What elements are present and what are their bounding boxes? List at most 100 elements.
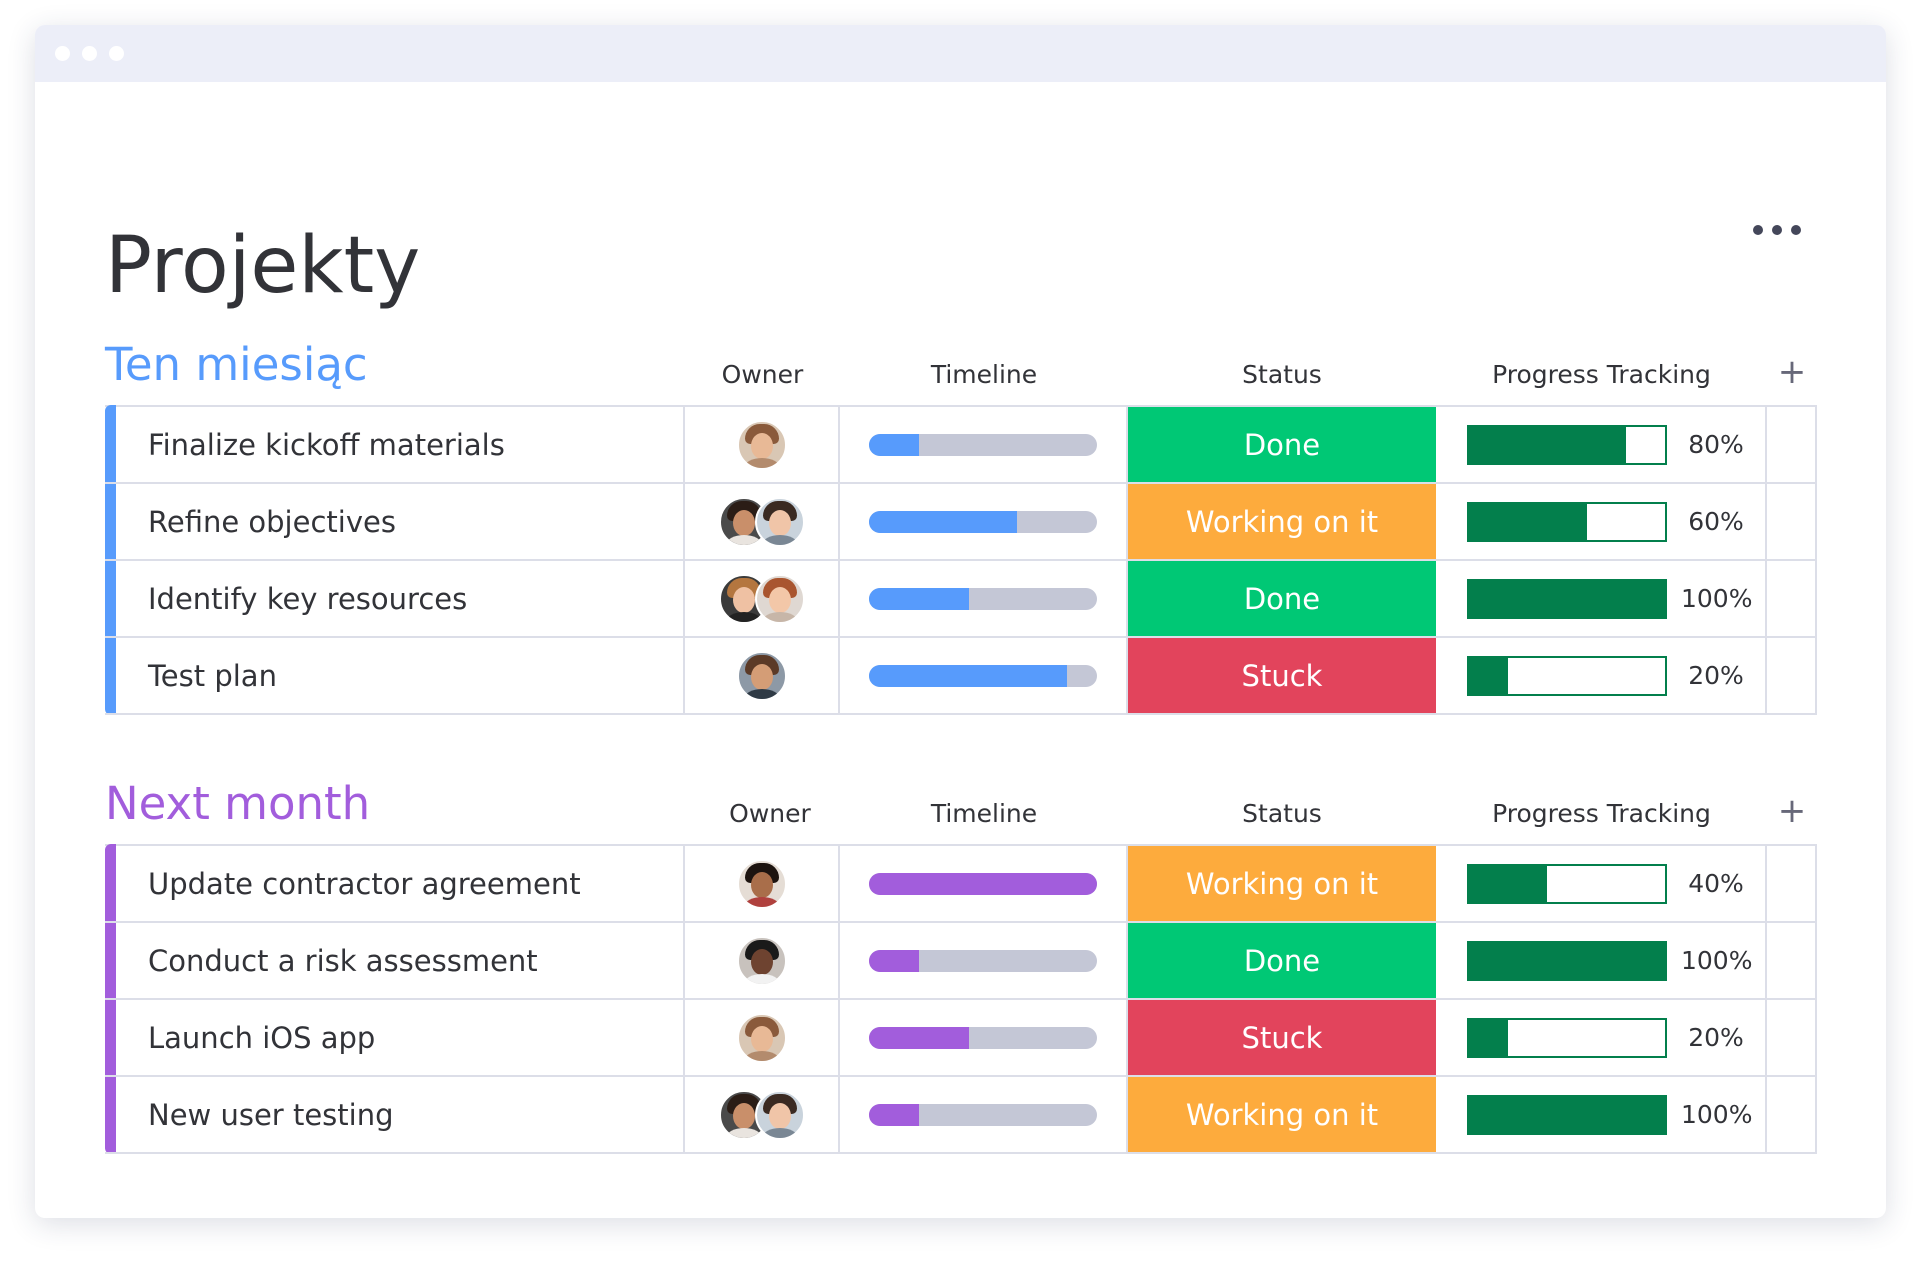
progress-cell: 100% — [1436, 1077, 1767, 1152]
owner-cell[interactable] — [685, 407, 840, 482]
progress-fill — [1469, 503, 1587, 540]
column-header-progress[interactable]: Progress Tracking — [1492, 799, 1711, 828]
table-row[interactable]: Launch iOS app Stuck 20% — [105, 1000, 1815, 1077]
group-next-month: Next month Owner Timeline Status Progres… — [105, 769, 1817, 1154]
progress-fill — [1469, 1096, 1665, 1133]
avatar[interactable] — [736, 650, 787, 701]
column-header-status[interactable]: Status — [1242, 799, 1322, 828]
window-dot-icon[interactable] — [109, 46, 124, 61]
timeline-cell[interactable] — [840, 1000, 1128, 1075]
item-name[interactable]: Refine objectives — [116, 484, 685, 559]
window-dot-icon[interactable] — [82, 46, 97, 61]
status-label[interactable]: Working on it — [1128, 484, 1436, 559]
timeline-bar[interactable] — [869, 664, 1097, 687]
add-cell[interactable] — [1767, 1000, 1815, 1075]
item-name[interactable]: Test plan — [116, 638, 685, 713]
owner-cell[interactable] — [685, 638, 840, 713]
timeline-bar[interactable] — [869, 510, 1097, 533]
add-cell[interactable] — [1767, 484, 1815, 559]
item-name[interactable]: Identify key resources — [116, 561, 685, 636]
more-options-icon[interactable] — [1753, 225, 1801, 235]
timeline-cell[interactable] — [840, 846, 1128, 921]
column-header-owner[interactable]: Owner — [729, 799, 811, 828]
owner-avatars — [736, 858, 787, 909]
column-header-status[interactable]: Status — [1242, 360, 1322, 389]
column-header-timeline[interactable]: Timeline — [930, 799, 1038, 828]
table-row[interactable]: Refine objectives Working on it 60% — [105, 484, 1815, 561]
timeline-bar[interactable] — [869, 433, 1097, 456]
progress-percent: 100% — [1681, 584, 1753, 613]
add-cell[interactable] — [1767, 407, 1815, 482]
progress-bar — [1467, 1017, 1667, 1058]
avatar[interactable] — [736, 935, 787, 986]
avatar[interactable] — [736, 419, 787, 470]
timeline-cell[interactable] — [840, 923, 1128, 998]
avatar[interactable] — [736, 1012, 787, 1063]
timeline-bar[interactable] — [869, 1103, 1097, 1126]
owner-cell[interactable] — [685, 484, 840, 559]
item-name[interactable]: Finalize kickoff materials — [116, 407, 685, 482]
timeline-bar[interactable] — [869, 1026, 1097, 1049]
progress-cell: 100% — [1436, 561, 1767, 636]
add-cell[interactable] — [1767, 1077, 1815, 1152]
owner-cell[interactable] — [685, 561, 840, 636]
table-row[interactable]: Update contractor agreement Working on it… — [105, 846, 1815, 923]
dot-icon — [1772, 225, 1782, 235]
page-title: Projekty — [105, 221, 421, 312]
timeline-cell[interactable] — [840, 638, 1128, 713]
timeline-bar[interactable] — [869, 587, 1097, 610]
timeline-cell[interactable] — [840, 484, 1128, 559]
status-label[interactable]: Stuck — [1128, 1000, 1436, 1075]
status-label[interactable]: Stuck — [1128, 638, 1436, 713]
group-header: Next month Owner Timeline Status Progres… — [105, 769, 1817, 844]
group-title[interactable]: Ten miesiąc — [105, 338, 368, 391]
add-cell[interactable] — [1767, 923, 1815, 998]
progress-bar — [1467, 424, 1667, 465]
table-row[interactable]: Test plan Stuck 20% — [105, 638, 1815, 715]
owner-cell[interactable] — [685, 1000, 840, 1075]
status-label[interactable]: Working on it — [1128, 1077, 1436, 1152]
timeline-bar[interactable] — [869, 949, 1097, 972]
timeline-bar[interactable] — [869, 872, 1097, 895]
avatar[interactable] — [736, 858, 787, 909]
avatar[interactable] — [754, 496, 805, 547]
avatar[interactable] — [754, 573, 805, 624]
item-name[interactable]: Conduct a risk assessment — [116, 923, 685, 998]
add-cell[interactable] — [1767, 638, 1815, 713]
add-cell[interactable] — [1767, 561, 1815, 636]
table-row[interactable]: New user testing Working on it 100% — [105, 1077, 1815, 1154]
progress-cell: 20% — [1436, 638, 1767, 713]
table-row[interactable]: Conduct a risk assessment Done 100% — [105, 923, 1815, 1000]
avatar[interactable] — [754, 1089, 805, 1140]
item-name[interactable]: New user testing — [116, 1077, 685, 1152]
owner-cell[interactable] — [685, 1077, 840, 1152]
timeline-cell[interactable] — [840, 561, 1128, 636]
add-column-icon[interactable]: + — [1777, 791, 1807, 831]
add-column-icon[interactable]: + — [1777, 352, 1807, 392]
column-header-owner[interactable]: Owner — [721, 360, 804, 389]
status-label[interactable]: Working on it — [1128, 846, 1436, 921]
timeline-cell[interactable] — [840, 407, 1128, 482]
group-title[interactable]: Next month — [105, 777, 371, 830]
table-row[interactable]: Identify key resources Done 100% — [105, 561, 1815, 638]
item-name[interactable]: Launch iOS app — [116, 1000, 685, 1075]
owner-cell[interactable] — [685, 846, 840, 921]
owner-avatars — [736, 1012, 787, 1063]
column-header-timeline[interactable]: Timeline — [930, 360, 1038, 389]
status-label[interactable]: Done — [1128, 923, 1436, 998]
add-cell[interactable] — [1767, 846, 1815, 921]
column-header-progress[interactable]: Progress Tracking — [1492, 360, 1711, 389]
status-label[interactable]: Done — [1128, 407, 1436, 482]
progress-fill — [1469, 657, 1509, 694]
progress-bar — [1467, 863, 1667, 904]
status-label[interactable]: Done — [1128, 561, 1436, 636]
item-name[interactable]: Update contractor agreement — [116, 846, 685, 921]
progress-percent: 20% — [1688, 1023, 1744, 1052]
progress-fill — [1469, 1019, 1509, 1056]
timeline-fill — [869, 433, 920, 456]
owner-cell[interactable] — [685, 923, 840, 998]
table-row[interactable]: Finalize kickoff materials Done 80% — [105, 407, 1815, 484]
timeline-cell[interactable] — [840, 1077, 1128, 1152]
timeline-fill — [869, 510, 1018, 533]
window-dot-icon[interactable] — [55, 46, 70, 61]
